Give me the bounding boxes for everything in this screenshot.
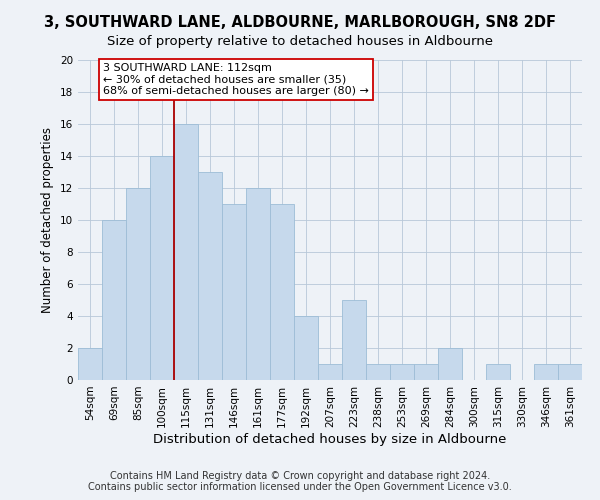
Bar [390,364,414,380]
Text: Contains HM Land Registry data © Crown copyright and database right 2024.
Contai: Contains HM Land Registry data © Crown c… [88,471,512,492]
Bar [102,220,126,380]
Bar [78,348,102,380]
Bar [270,204,294,380]
Bar [342,300,366,380]
Bar [414,364,438,380]
Bar [126,188,150,380]
Y-axis label: Number of detached properties: Number of detached properties [41,127,55,313]
Bar [198,172,222,380]
Bar [246,188,270,380]
Bar [222,204,246,380]
Text: 3 SOUTHWARD LANE: 112sqm
← 30% of detached houses are smaller (35)
68% of semi-d: 3 SOUTHWARD LANE: 112sqm ← 30% of detach… [103,63,369,96]
Bar [174,124,198,380]
Bar [486,364,510,380]
Text: Size of property relative to detached houses in Aldbourne: Size of property relative to detached ho… [107,35,493,48]
Bar [438,348,462,380]
Bar [150,156,174,380]
Bar [558,364,582,380]
Text: 3, SOUTHWARD LANE, ALDBOURNE, MARLBOROUGH, SN8 2DF: 3, SOUTHWARD LANE, ALDBOURNE, MARLBOROUG… [44,15,556,30]
Bar [294,316,318,380]
Bar [366,364,390,380]
Bar [318,364,342,380]
X-axis label: Distribution of detached houses by size in Aldbourne: Distribution of detached houses by size … [154,432,506,446]
Bar [534,364,558,380]
